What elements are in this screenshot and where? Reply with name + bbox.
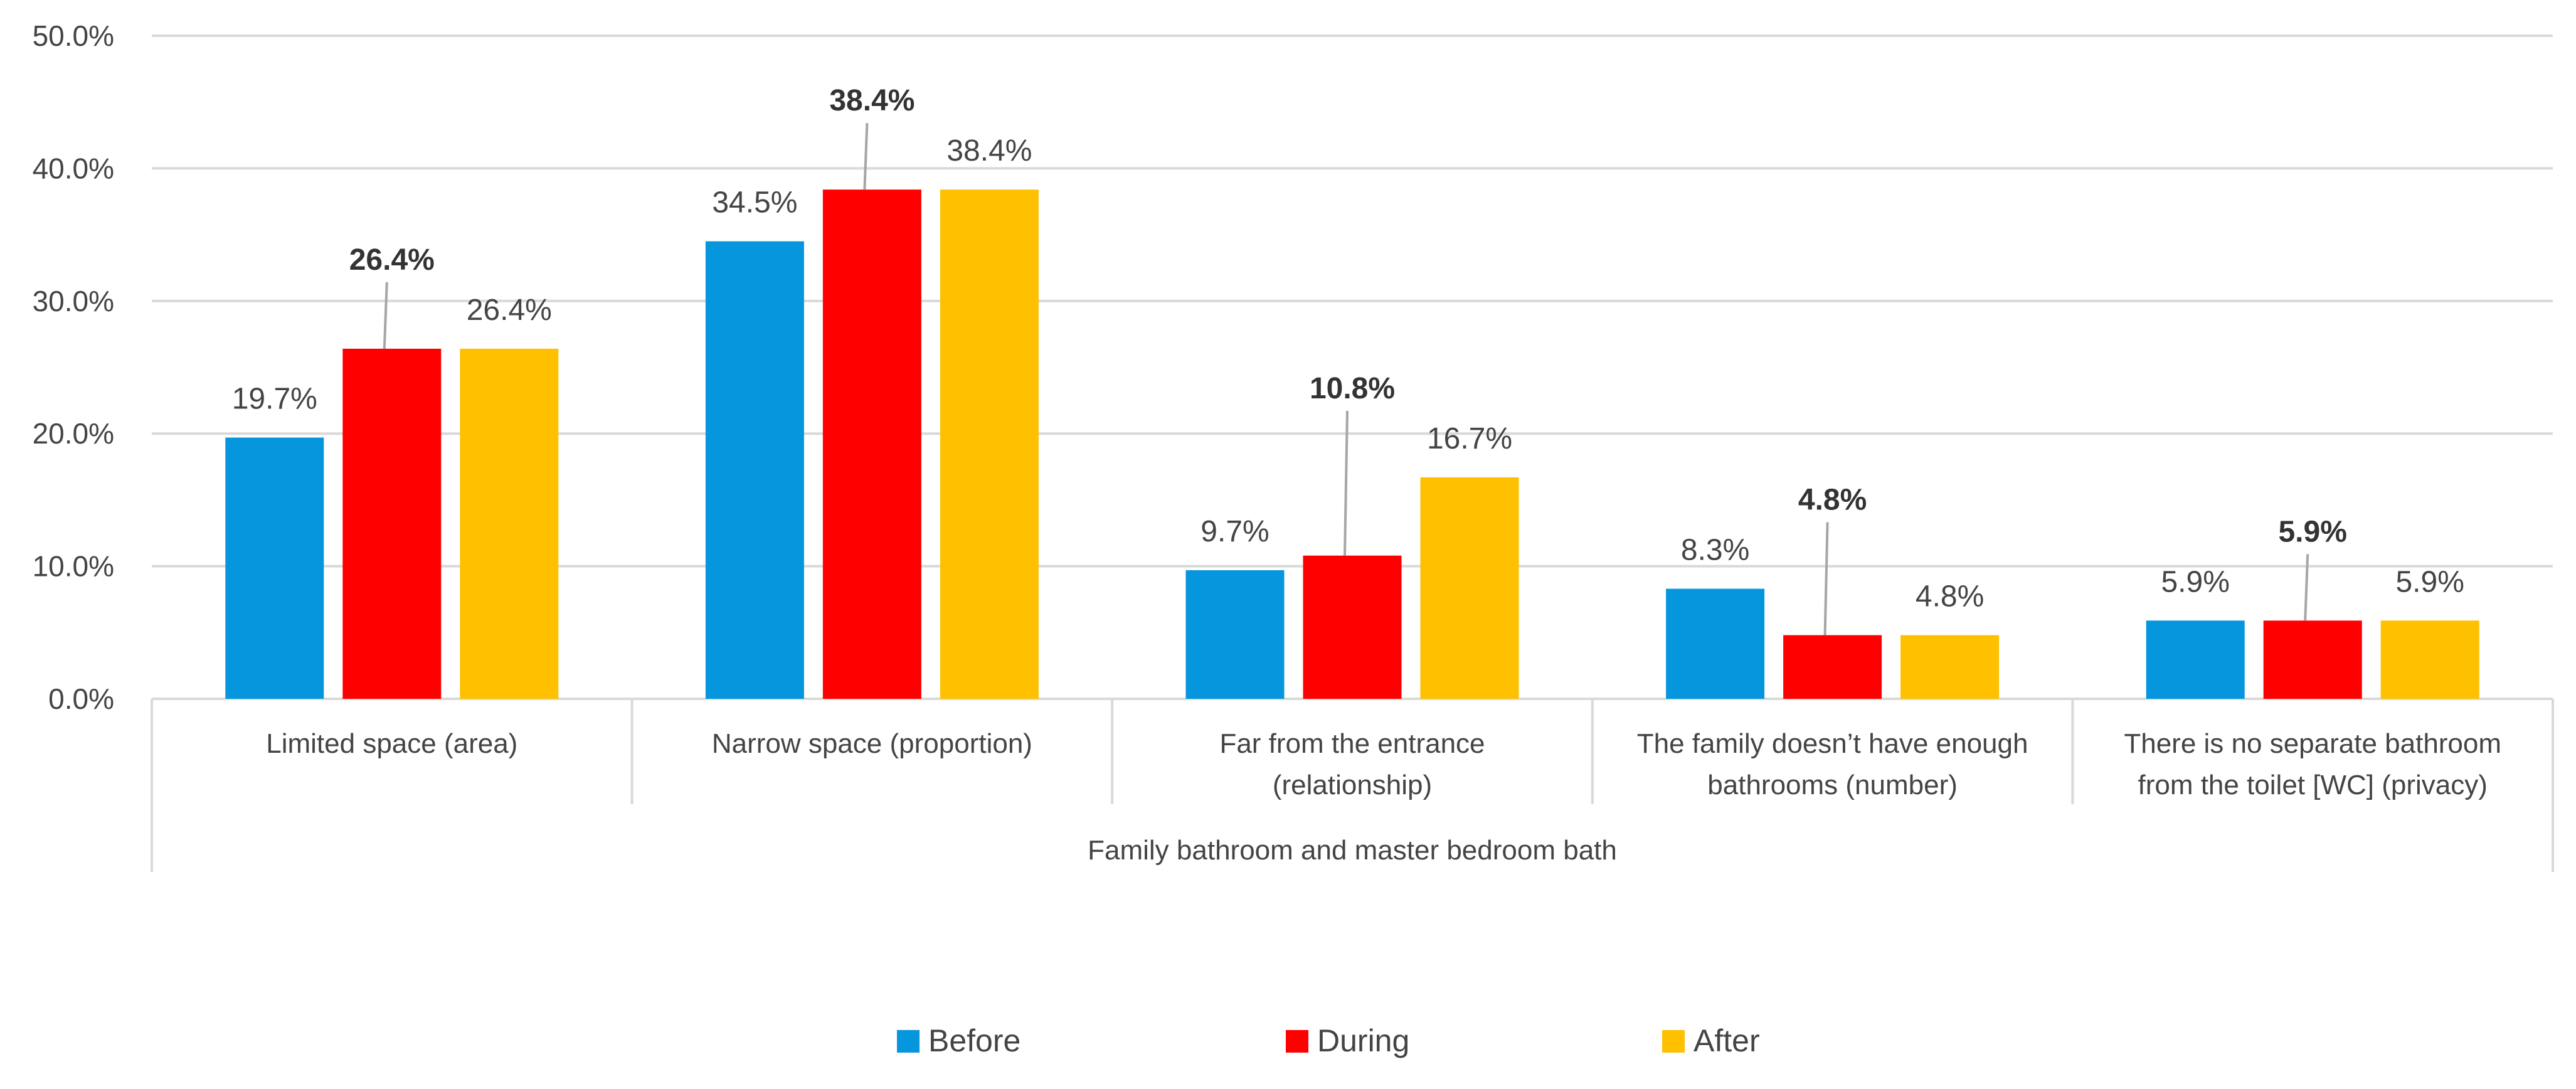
x-tick-label: Limited space (area) [266, 728, 517, 759]
y-tick-label: 0.0% [48, 683, 114, 715]
legend-swatch-after [1662, 1030, 1685, 1053]
data-label-during: 38.4% [829, 84, 914, 117]
legend-swatch-during [1286, 1030, 1308, 1053]
y-tick-label: 20.0% [33, 417, 114, 450]
data-label-after: 26.4% [467, 294, 552, 327]
leader-line [1344, 410, 1349, 556]
legend-label-before: Before [928, 1023, 1020, 1058]
bar-during [342, 348, 442, 699]
data-label-during: 26.4% [349, 243, 435, 277]
y-tick-label: 30.0% [33, 285, 114, 317]
bar-before [705, 241, 804, 699]
legend-label-during: During [1317, 1023, 1409, 1058]
bar-before [2146, 620, 2245, 699]
legend-swatch-before [897, 1030, 920, 1053]
data-label-during: 4.8% [1798, 484, 1867, 517]
x-tick-label: The family doesn’t have enough [1637, 728, 2028, 759]
data-label-before: 9.7% [1201, 515, 1269, 548]
bar-after [940, 189, 1039, 699]
x-tick-label: bathrooms (number) [1707, 770, 1958, 800]
x-tick-label: (relationship) [1273, 770, 1432, 800]
x-tick-label: There is no separate bathroom [2124, 728, 2501, 759]
data-label-after: 4.8% [1916, 580, 1984, 614]
y-tick-label: 40.0% [33, 152, 114, 184]
data-label-before: 5.9% [2161, 565, 2229, 598]
data-label-during: 5.9% [2278, 515, 2346, 548]
leader-line [2304, 554, 2309, 621]
leader-line [383, 282, 388, 349]
x-tick-label: from the toilet [WC] (privacy) [2138, 770, 2487, 800]
bar-after [1900, 635, 2000, 699]
bar-after [460, 348, 559, 699]
data-label-before: 19.7% [232, 383, 317, 416]
data-label-after: 38.4% [946, 134, 1032, 167]
y-tick-label: 10.0% [33, 550, 114, 583]
x-tick-label: Far from the entrance [1219, 728, 1485, 759]
bar-after [2380, 620, 2479, 699]
bar-before [1185, 570, 1285, 699]
bar-during [2263, 620, 2362, 699]
bar-during [1783, 635, 1882, 699]
x-tick-label: Narrow space (proportion) [712, 728, 1032, 759]
legend-label-after: After [1693, 1023, 1760, 1058]
data-label-before: 34.5% [712, 186, 797, 220]
leader-line [863, 123, 869, 190]
bar-during [822, 189, 921, 699]
data-label-during: 10.8% [1310, 372, 1395, 405]
data-label-after: 16.7% [1427, 422, 1512, 455]
bar-before [1666, 588, 1765, 699]
y-tick-label: 50.0% [33, 19, 114, 52]
leader-line [1823, 522, 1829, 635]
x-group-label: Family bathroom and master bedroom bath [1088, 835, 1617, 866]
data-label-after: 5.9% [2395, 565, 2464, 598]
bar-before [225, 437, 324, 699]
bar-after [1420, 477, 1519, 699]
bar-during [1303, 555, 1402, 699]
data-label-before: 8.3% [1681, 534, 1749, 567]
